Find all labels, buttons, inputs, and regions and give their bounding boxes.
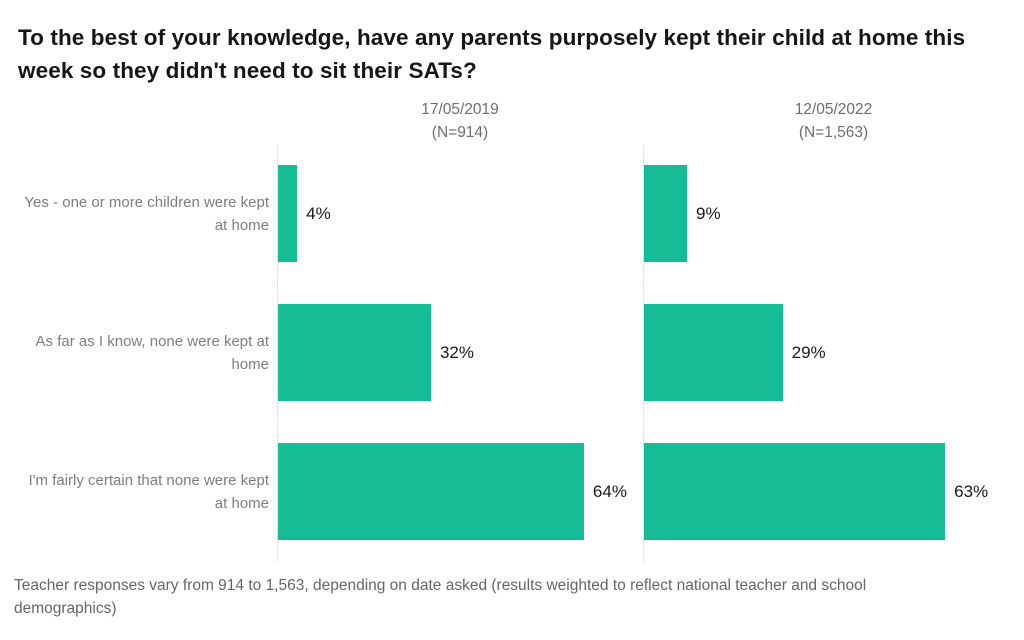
category-label: Yes - one or more children were kept at …: [24, 193, 269, 234]
value-label: 9%: [696, 203, 721, 223]
column-headers: 17/05/2019 (N=914) 12/05/2022 (N=1,563): [0, 98, 1024, 144]
value-label: 4%: [306, 203, 331, 223]
value-label: 63%: [954, 481, 989, 501]
column-header-2022: 12/05/2022 (N=1,563): [643, 98, 1024, 144]
value-label: 32%: [439, 342, 474, 362]
panel-cell: 32%: [277, 283, 643, 422]
panel-cell: 29%: [643, 283, 1024, 422]
column-header-n: (N=914): [431, 124, 489, 141]
chart-grid: Yes - one or more children were kept at …: [0, 144, 1024, 561]
header-spacer: [0, 98, 277, 144]
column-header-date: 12/05/2022: [794, 101, 873, 118]
bar: [644, 165, 688, 262]
bar: [278, 304, 431, 401]
value-label: 64%: [592, 481, 627, 501]
panel-cell: 63%: [643, 422, 1024, 561]
panel-cell: 4%: [277, 144, 643, 283]
panel-cell: 64%: [277, 422, 643, 561]
bar: [644, 443, 946, 540]
panel-cell: 9%: [643, 144, 1024, 283]
category-label: As far as I know, none were kept at home: [35, 332, 269, 373]
column-header-date: 17/05/2019: [421, 101, 499, 118]
bar: [278, 165, 298, 262]
chart-caption: Teacher responses vary from 914 to 1,563…: [14, 577, 867, 617]
bar: [278, 443, 584, 540]
chart-title: To the best of your knowledge, have any …: [18, 25, 966, 83]
category-label: I'm fairly certain that none were kept a…: [28, 471, 269, 512]
column-header-n: (N=1,563): [798, 124, 869, 141]
value-label: 29%: [791, 342, 826, 362]
bar: [644, 304, 783, 401]
column-header-2019: 17/05/2019 (N=914): [277, 98, 643, 144]
